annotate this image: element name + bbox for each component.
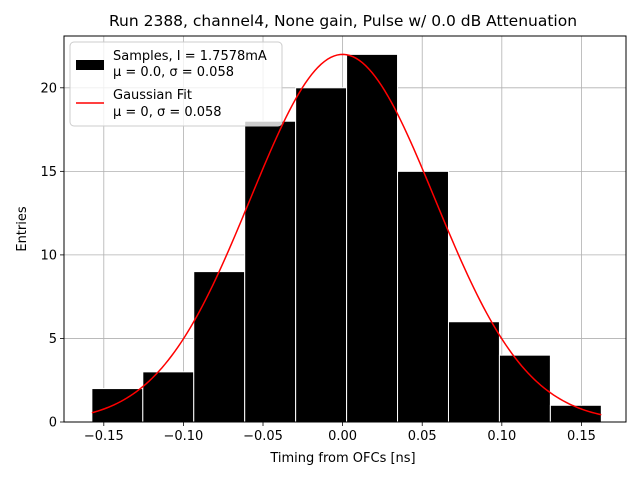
x-tick-label: 0.05 [408, 429, 437, 444]
y-tick-label: 20 [40, 81, 57, 96]
histogram-bar [498, 354, 551, 423]
gaussian-fit-curve [91, 53, 602, 416]
legend: Samples, I = 1.7578mA μ = 0.0, σ = 0.058… [69, 41, 283, 127]
y-tick-label: 5 [49, 332, 57, 347]
histogram-bars [91, 53, 602, 423]
histogram-bar [244, 120, 297, 423]
histogram-bar [193, 271, 246, 423]
legend-fit-line2: μ = 0, σ = 0.058 [113, 105, 222, 120]
legend-samples-line2: μ = 0.0, σ = 0.058 [113, 65, 234, 80]
y-tick-label: 0 [49, 416, 57, 431]
gaussian-fit [91, 53, 602, 416]
x-tick-label: −0.10 [163, 429, 203, 444]
histogram-bar [91, 388, 144, 423]
y-tick-label: 15 [40, 165, 57, 180]
x-tick-label: 0.15 [567, 429, 596, 444]
x-tick-label: −0.15 [84, 429, 124, 444]
legend-samples-patch [76, 60, 104, 70]
x-axis-label: Timing from OFCs [ns] [269, 451, 415, 466]
x-tick-label: 0.00 [328, 429, 357, 444]
histogram-bar [295, 87, 348, 423]
y-axis-ticks: 0 5 10 15 20 [40, 81, 64, 431]
histogram-bar [346, 53, 399, 423]
x-tick-label: −0.05 [243, 429, 283, 444]
x-tick-label: 0.10 [487, 429, 516, 444]
chart-title: Run 2388, channel4, None gain, Pulse w/ … [109, 12, 577, 30]
histogram-bar [549, 404, 602, 423]
y-tick-label: 10 [40, 248, 57, 263]
legend-fit-line1: Gaussian Fit [113, 88, 192, 103]
histogram-bar [447, 321, 500, 423]
legend-box [69, 41, 283, 127]
legend-samples-line1: Samples, I = 1.7578mA [113, 49, 267, 64]
plot-frame [63, 35, 627, 423]
histogram-bar [397, 170, 449, 423]
y-axis-label: Entries [15, 206, 30, 252]
x-axis-ticks: −0.15 −0.10 −0.05 0.00 0.05 0.10 0.15 [84, 422, 596, 444]
histogram-bar [142, 371, 195, 423]
